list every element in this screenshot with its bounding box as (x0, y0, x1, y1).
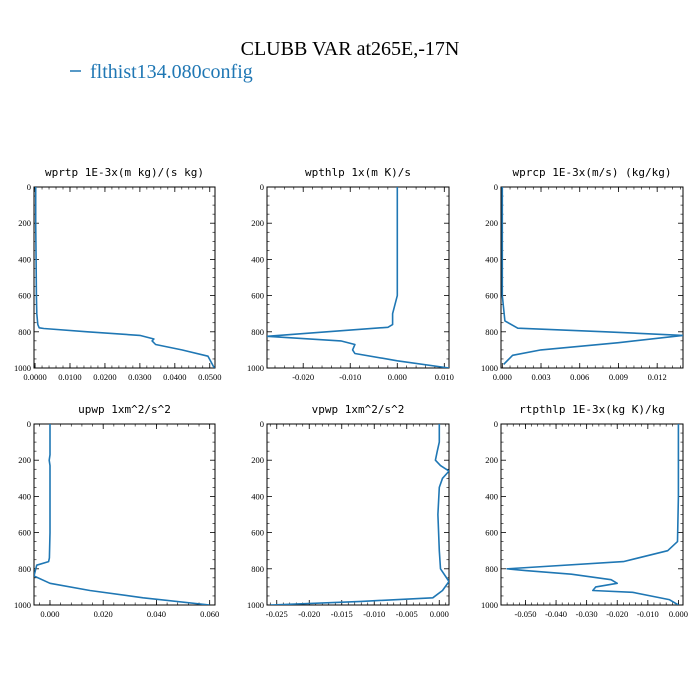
panel-title: vpwp 1xm^2/s^2 (312, 403, 405, 416)
x-tick-label: -0.015 (331, 609, 353, 619)
panel-6: rtpthlp 1E-3x(kg K)/kg 0 200 400 600 800 1000 -… (481, 403, 688, 619)
x-tick-label: -0.050 (514, 609, 536, 619)
y-tick-label: 0 (260, 182, 264, 192)
y-tick-label: 200 (251, 218, 264, 228)
x-tick-label: -0.025 (266, 609, 288, 619)
x-tick-label: -0.030 (576, 609, 598, 619)
panel-title: wprcp 1E-3x(m/s) (kg/kg) (513, 166, 672, 179)
x-tick-label: -0.020 (606, 609, 628, 619)
y-tick-label: 600 (251, 291, 264, 301)
y-tick-label: 400 (18, 491, 31, 501)
x-tick-label: 0.012 (648, 372, 667, 382)
y-tick-label: 200 (485, 455, 498, 465)
panel-title: wpthlp 1x(m K)/s (305, 166, 411, 179)
y-tick-label: 800 (251, 327, 264, 337)
y-tick-label: 600 (251, 528, 264, 538)
legend-label: flthist134.080config (90, 61, 253, 83)
y-tick-label: 400 (251, 254, 264, 264)
x-tick-label: 0.040 (147, 609, 166, 619)
y-tick-label: 800 (18, 564, 31, 574)
panel-4: upwp 1xm^2/s^2 0 200 400 600 800 1000 0.000 0.02… (14, 403, 219, 619)
x-tick-label: 0.060 (200, 609, 219, 619)
y-tick-label: 800 (18, 327, 31, 337)
y-tick-label: 400 (485, 254, 498, 264)
panel-title: upwp 1xm^2/s^2 (78, 403, 171, 416)
series-line (34, 424, 210, 605)
x-tick-label: 0.009 (609, 372, 628, 382)
panel-title: wprtp 1E-3x(m kg)/(s kg) (45, 166, 204, 179)
y-tick-label: 0 (27, 182, 31, 192)
x-tick-label: 0.000 (430, 609, 449, 619)
plot-frame (266, 423, 450, 606)
x-tick-label: 0.0400 (163, 372, 186, 382)
x-tick-label: 0.000 (40, 609, 59, 619)
x-tick-label: 0.0500 (198, 372, 221, 382)
x-tick-label: -0.010 (363, 609, 385, 619)
y-tick-label: 600 (485, 291, 498, 301)
y-tick-label: 400 (251, 491, 264, 501)
x-tick-label: 0.000 (669, 609, 688, 619)
y-tick-label: 0 (27, 419, 31, 429)
x-tick-label: 0.020 (94, 609, 113, 619)
x-tick-label: 0.0000 (23, 372, 46, 382)
y-tick-label: 600 (18, 291, 31, 301)
y-tick-label: 400 (485, 491, 498, 501)
x-tick-label: 0.0200 (93, 372, 116, 382)
y-tick-label: 0 (260, 419, 264, 429)
x-tick-label: 0.006 (570, 372, 589, 382)
panel-5: vpwp 1xm^2/s^2 0 200 400 600 800 1000-0.025 -0.… (247, 403, 450, 619)
y-tick-label: 200 (251, 455, 264, 465)
x-tick-label: -0.010 (637, 609, 659, 619)
y-tick-label: 1000 (481, 600, 498, 610)
series-line (506, 424, 680, 605)
y-tick-label: 1000 (14, 600, 31, 610)
y-tick-label: 400 (18, 254, 31, 264)
plot-frame (266, 186, 450, 369)
panel-3: wprcp 1E-3x(m/s) (kg/kg) 0 200 400 600 800 100… (481, 166, 684, 382)
x-tick-label: -0.040 (545, 609, 567, 619)
figure-title: CLUBB VAR at265E,-17N (241, 38, 460, 60)
series-line (34, 187, 215, 368)
y-tick-label: 1000 (481, 363, 498, 373)
x-tick-label: -0.020 (292, 372, 314, 382)
plot-frame (500, 186, 684, 369)
panel-title: rtpthlp 1E-3x(kg K)/kg (519, 403, 665, 416)
x-tick-label: 0.000 (388, 372, 407, 382)
x-tick-label: 0.0100 (58, 372, 81, 382)
series-line (270, 424, 449, 605)
y-tick-label: 1000 (247, 600, 264, 610)
y-tick-label: 600 (485, 528, 498, 538)
y-tick-label: 600 (18, 528, 31, 538)
x-tick-label: 0.0300 (128, 372, 151, 382)
x-tick-label: -0.005 (396, 609, 418, 619)
y-tick-label: 1000 (14, 363, 31, 373)
x-tick-label: 0.000 (493, 372, 512, 382)
series-line (501, 187, 683, 365)
y-tick-label: 800 (485, 564, 498, 574)
panel-grid: wprtp 1E-3x(m kg)/(s kg) 0 200 400 600 800 100… (14, 166, 688, 619)
y-tick-label: 800 (251, 564, 264, 574)
y-tick-label: 1000 (247, 363, 264, 373)
plot-frame (33, 186, 216, 369)
x-tick-label: 0.010 (435, 372, 454, 382)
plot-frame (33, 423, 216, 606)
x-tick-label: -0.020 (298, 609, 320, 619)
x-tick-label: -0.010 (339, 372, 361, 382)
series-line (267, 187, 449, 368)
figure-legend: flthist134.080config (70, 61, 253, 83)
panel-2: wpthlp 1x(m K)/s 0 200 400 600 800 1000 -0.020 -… (247, 166, 454, 382)
y-tick-label: 200 (18, 218, 31, 228)
y-tick-label: 0 (494, 419, 498, 429)
x-tick-label: 0.003 (531, 372, 550, 382)
y-tick-label: 0 (494, 182, 498, 192)
y-tick-label: 200 (485, 218, 498, 228)
y-tick-label: 200 (18, 455, 31, 465)
y-tick-label: 800 (485, 327, 498, 337)
panel-1: wprtp 1E-3x(m kg)/(s kg) 0 200 400 600 800 100… (14, 166, 221, 382)
